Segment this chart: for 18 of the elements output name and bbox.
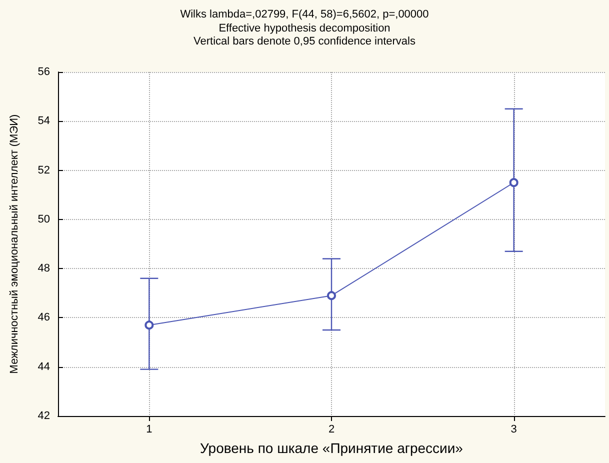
chart-title: Wilks lambda=,02799, F(44, 58)=6,5602, p=,00000 [180, 8, 429, 20]
y-tick-label: 54 [38, 115, 50, 128]
y-tick-label: 46 [38, 312, 50, 324]
x-axis-title: Уровень по шкале «Принятие агрессии» [200, 440, 464, 456]
point [509, 178, 518, 188]
y-tick-label: 56 [38, 66, 50, 78]
y-tick-label: 50 [38, 213, 50, 226]
y-tick-label: 48 [38, 262, 50, 275]
x-tick-label: 1 [146, 424, 152, 436]
y-axis-title: Межличностный эмоциональный интеллект (МЭИ) [8, 114, 20, 374]
y-tick-label: 44 [38, 360, 50, 373]
chart-subtitle: Effective hypothesis decomposition Vertical bars denote 0,95 confidence intervals [194, 22, 416, 48]
y-tick-label: 42 [38, 410, 50, 422]
x-tick-label: 2 [328, 424, 335, 436]
x-tick-label: 3 [510, 424, 517, 436]
point [327, 291, 336, 300]
point [144, 320, 154, 330]
y-tick-label: 52 [38, 164, 50, 176]
